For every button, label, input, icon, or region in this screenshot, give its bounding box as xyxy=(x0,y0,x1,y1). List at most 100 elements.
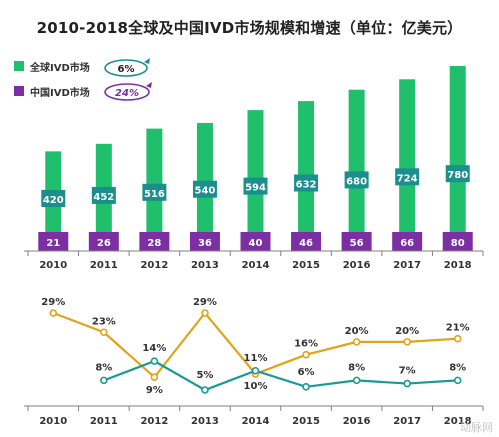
china-growth-label-2012: 9% xyxy=(146,385,163,396)
china-bar-2017 xyxy=(392,232,423,251)
china-growth-label-2016: 20% xyxy=(345,326,369,337)
china-growth-point-2011 xyxy=(100,328,108,337)
china-bar-2011 xyxy=(88,232,119,251)
china-value-label-2013: 36 xyxy=(198,238,212,249)
line-x-tick-label-2015: 2015 xyxy=(292,416,320,427)
global-value-box-2012 xyxy=(142,183,167,201)
chart-title: 2010-2018全球及中国IVD市场规模和增速（单位：亿美元） xyxy=(36,19,463,37)
china-bar-2013 xyxy=(189,232,220,251)
china-growth-point-2010 xyxy=(49,309,58,317)
china-value-label-2016: 56 xyxy=(350,238,364,249)
line-x-tick-label-2014: 2014 xyxy=(242,416,270,427)
bar-x-tick-label-2014: 2014 xyxy=(242,260,270,271)
china-bar-2012 xyxy=(139,232,170,251)
bar-x-tick-label-2012: 2012 xyxy=(140,260,168,271)
bar-x-tick-label-2013: 2013 xyxy=(191,260,219,271)
line-x-tick-label-2017: 2017 xyxy=(393,416,421,427)
china-bar-2015 xyxy=(291,232,322,251)
global-value-box-2014 xyxy=(243,177,268,195)
global-growth-point xyxy=(251,366,260,375)
global-value-box-2015 xyxy=(294,174,319,192)
global-growth-label-2016: 8% xyxy=(348,362,365,373)
legend-badge-china-arrow xyxy=(146,82,152,88)
global-value-label-2015: 632 xyxy=(296,180,317,191)
china-growth-point-2018 xyxy=(453,334,462,343)
global-value-label-2010: 420 xyxy=(43,195,64,206)
bar-x-tick-label-2017: 2017 xyxy=(393,260,421,271)
china-value-label-2011: 26 xyxy=(97,238,111,249)
line-x-tick-label-2012: 2012 xyxy=(140,416,168,427)
china-growth-point-2013 xyxy=(201,309,209,317)
china-value-label-2010: 21 xyxy=(46,238,60,249)
china-value-label-2017: 66 xyxy=(400,238,414,249)
global-growth-label-2012: 14% xyxy=(142,343,166,354)
legend-label-china: 中国IVD市场 xyxy=(30,86,90,99)
global-value-label-2012: 516 xyxy=(144,189,165,200)
global-growth-point xyxy=(302,382,310,391)
line-x-tick-label-2011: 2011 xyxy=(90,416,118,427)
china-bar-2010 xyxy=(38,232,69,251)
global-value-box-2017 xyxy=(395,168,420,186)
global-value-label-2013: 540 xyxy=(195,186,216,197)
china-growth-label-2017: 20% xyxy=(395,326,419,337)
china-value-label-2015: 46 xyxy=(299,238,313,249)
bar-x-tick-label-2016: 2016 xyxy=(343,260,371,271)
legend-badge-global-arrow xyxy=(144,58,150,64)
global-growth-label-2013: 5% xyxy=(196,370,213,381)
legend-label-global: 全球IVD市场 xyxy=(29,61,90,74)
china-value-label-2014: 40 xyxy=(249,238,263,249)
global-value-box-2016 xyxy=(344,171,369,189)
legend-swatch-global xyxy=(14,61,24,71)
global-growth-label-2011: 8% xyxy=(95,362,112,373)
legend-badge-global-text: 6% xyxy=(118,64,135,75)
global-value-box-2013 xyxy=(192,180,217,198)
global-growth-point xyxy=(352,376,361,385)
global-growth-point xyxy=(403,379,411,388)
legend-swatch-china xyxy=(14,86,24,96)
bar-x-tick-label-2011: 2011 xyxy=(90,260,118,271)
global-value-box-2018 xyxy=(445,165,470,183)
line-x-tick-label-2018: 2018 xyxy=(444,416,472,427)
watermark: 动脉网 xyxy=(460,421,493,434)
global-growth-label-2014: 11% xyxy=(244,353,268,364)
global-bar-2016 xyxy=(348,89,365,251)
global-value-label-2017: 724 xyxy=(397,173,418,184)
china-value-label-2012: 28 xyxy=(147,238,161,249)
bar-x-tick-label-2010: 2010 xyxy=(39,260,67,271)
global-value-box-2010 xyxy=(41,190,66,207)
china-growth-label-2018: 21% xyxy=(446,323,470,334)
china-growth-label-2015: 16% xyxy=(294,339,318,350)
china-growth-label-2014: 10% xyxy=(244,381,268,392)
bar-x-tick-label-2015: 2015 xyxy=(292,260,320,271)
global-growth-label-2017: 7% xyxy=(399,366,416,377)
line-x-tick-label-2016: 2016 xyxy=(343,416,371,427)
global-growth-point xyxy=(453,376,462,385)
china-growth-point-2017 xyxy=(403,338,411,346)
global-growth-line xyxy=(103,359,458,392)
global-bar-2018 xyxy=(449,66,466,251)
china-growth-point-2016 xyxy=(352,338,361,346)
global-growth-label-2015: 6% xyxy=(298,367,315,378)
legend-badge-china-ring xyxy=(104,83,150,101)
legend-badge-china-text: 24% xyxy=(115,88,139,99)
global-value-label-2016: 680 xyxy=(346,176,367,187)
china-bar-2016 xyxy=(341,232,372,251)
china-bar-2014 xyxy=(240,232,271,251)
china-growth-label-2011: 23% xyxy=(92,316,116,327)
china-growth-point-2012 xyxy=(150,373,159,381)
line-x-tick-label-2013: 2013 xyxy=(191,416,219,427)
china-growth-point-2015 xyxy=(302,350,310,359)
china-growth-label-2013: 29% xyxy=(193,297,217,308)
global-value-label-2014: 594 xyxy=(245,183,266,194)
global-growth-label-2018: 8% xyxy=(449,362,466,373)
china-value-label-2018: 80 xyxy=(451,238,465,249)
line-x-tick-label-2010: 2010 xyxy=(39,416,67,427)
global-growth-point xyxy=(201,386,209,394)
legend-badge-global-ring xyxy=(104,59,148,77)
global-value-box-2011 xyxy=(91,186,116,204)
global-growth-point xyxy=(150,357,159,365)
global-value-label-2011: 452 xyxy=(93,192,114,203)
china-bar-2018 xyxy=(442,232,473,251)
global-bar-2017 xyxy=(399,79,416,252)
